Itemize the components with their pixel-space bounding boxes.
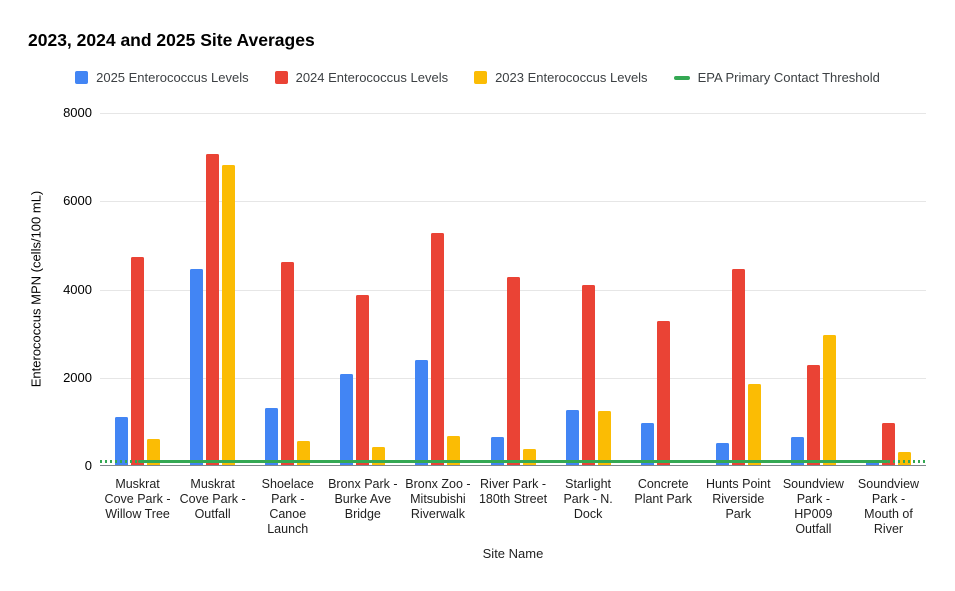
legend-item-3: EPA Primary Contact Threshold xyxy=(673,70,880,85)
bar-2024 xyxy=(206,154,220,466)
y-axis-title: Enterococcus MPN (cells/100 mL) xyxy=(28,190,44,388)
legend-label: 2025 Enterococcus Levels xyxy=(96,70,249,85)
gridline xyxy=(100,113,926,114)
bar-group xyxy=(776,113,851,466)
legend-item-2: 2023 Enterococcus Levels xyxy=(474,70,648,85)
x-category-label: Concrete Plant Park xyxy=(634,477,693,506)
bar-2024 xyxy=(281,261,295,466)
y-tick-label: 2000 xyxy=(63,369,92,385)
x-axis-baseline xyxy=(100,465,926,466)
bar-2024 xyxy=(506,276,520,466)
x-axis-title: Site Name xyxy=(482,546,544,561)
bar-2024 xyxy=(131,256,145,466)
epa-line-dotted-segment xyxy=(100,459,138,463)
bar-2024 xyxy=(731,269,745,466)
x-category-label: Bronx Park - Burke Ave Bridge xyxy=(328,477,398,521)
legend-label: 2024 Enterococcus Levels xyxy=(295,70,449,85)
y-axis-ticks: 0 2000 4000 6000 8000 xyxy=(0,106,92,473)
bar-2023 xyxy=(597,410,611,466)
bar-2025 xyxy=(490,437,504,466)
bar-2025 xyxy=(415,360,429,466)
y-tick-label: 6000 xyxy=(63,193,92,209)
x-category-label: Shoelace Park - Canoe Launch xyxy=(261,477,314,536)
bar-group xyxy=(400,113,475,466)
bar-2024 xyxy=(881,422,895,466)
bar-2025 xyxy=(190,269,204,466)
chart-legend: 2025 Enterococcus Levels 2024 Enterococcu… xyxy=(0,70,955,85)
bar-group xyxy=(701,113,776,466)
gridline xyxy=(100,201,926,203)
plot-area xyxy=(100,113,926,466)
y-tick-label: 4000 xyxy=(63,281,92,297)
y-tick-label: 8000 xyxy=(63,105,92,120)
bar-groups-container xyxy=(100,113,926,466)
bar-2024 xyxy=(656,320,670,466)
x-category-label: Soundview Park - HP009 Outfall xyxy=(782,477,844,536)
bar-2024 xyxy=(806,364,820,466)
bar-group xyxy=(551,113,626,466)
bar-2023 xyxy=(747,383,761,466)
bar-2023 xyxy=(222,164,236,466)
bar-group xyxy=(250,113,325,466)
epa-line-segment xyxy=(137,459,889,463)
x-category-label: Muskrat Cove Park - Outfall xyxy=(179,477,246,521)
legend-label: EPA Primary Contact Threshold xyxy=(697,70,880,85)
bar-2025 xyxy=(265,408,279,466)
legend-square-icon xyxy=(75,71,89,84)
x-category-label: Muskrat Cove Park - Willow Tree xyxy=(104,477,171,521)
bar-group xyxy=(325,113,400,466)
x-category-label: River Park - 180th Street xyxy=(478,477,548,506)
bar-2023 xyxy=(822,335,836,466)
bar-group xyxy=(475,113,550,466)
bar-group xyxy=(175,113,250,466)
legend-item-1: 2024 Enterococcus Levels xyxy=(274,70,449,85)
legend-item-0: 2025 Enterococcus Levels xyxy=(75,70,249,85)
bar-2025 xyxy=(115,417,129,466)
bar-2023 xyxy=(522,449,536,466)
bar-group xyxy=(851,113,926,466)
bar-2025 xyxy=(565,409,579,466)
legend-square-icon xyxy=(474,71,488,84)
x-axis-labels: Muskrat Cove Park - Willow Tree Muskrat C… xyxy=(100,477,926,537)
bar-group xyxy=(100,113,175,466)
bar-2024 xyxy=(581,284,595,466)
bar-2025 xyxy=(865,461,879,466)
legend-square-icon xyxy=(274,71,288,84)
bar-group xyxy=(626,113,701,466)
x-category-label: Soundview Park - Mouth of River xyxy=(857,477,920,536)
epa-line-dotted-segment xyxy=(888,459,926,463)
bar-2025 xyxy=(640,422,654,466)
x-category-label: Bronx Zoo - Mitsubishi Riverwalk xyxy=(405,477,471,521)
bar-2023 xyxy=(372,447,386,466)
y-tick-label: 0 xyxy=(84,458,92,473)
legend-line-icon xyxy=(673,75,690,80)
x-category-label: Hunts Point Riverside Park xyxy=(705,477,771,521)
bar-2025 xyxy=(340,374,354,466)
bar-2024 xyxy=(431,233,445,466)
bar-2025 xyxy=(790,437,804,466)
bar-2024 xyxy=(356,294,370,466)
legend-label: 2023 Enterococcus Levels xyxy=(495,70,648,85)
bar-2023 xyxy=(297,440,311,466)
chart-title: 2023, 2024 and 2025 Site Averages xyxy=(28,30,315,50)
x-category-label: Starlight Park - N. Dock xyxy=(563,477,613,521)
bar-2023 xyxy=(447,436,461,466)
bar-2023 xyxy=(147,439,161,466)
